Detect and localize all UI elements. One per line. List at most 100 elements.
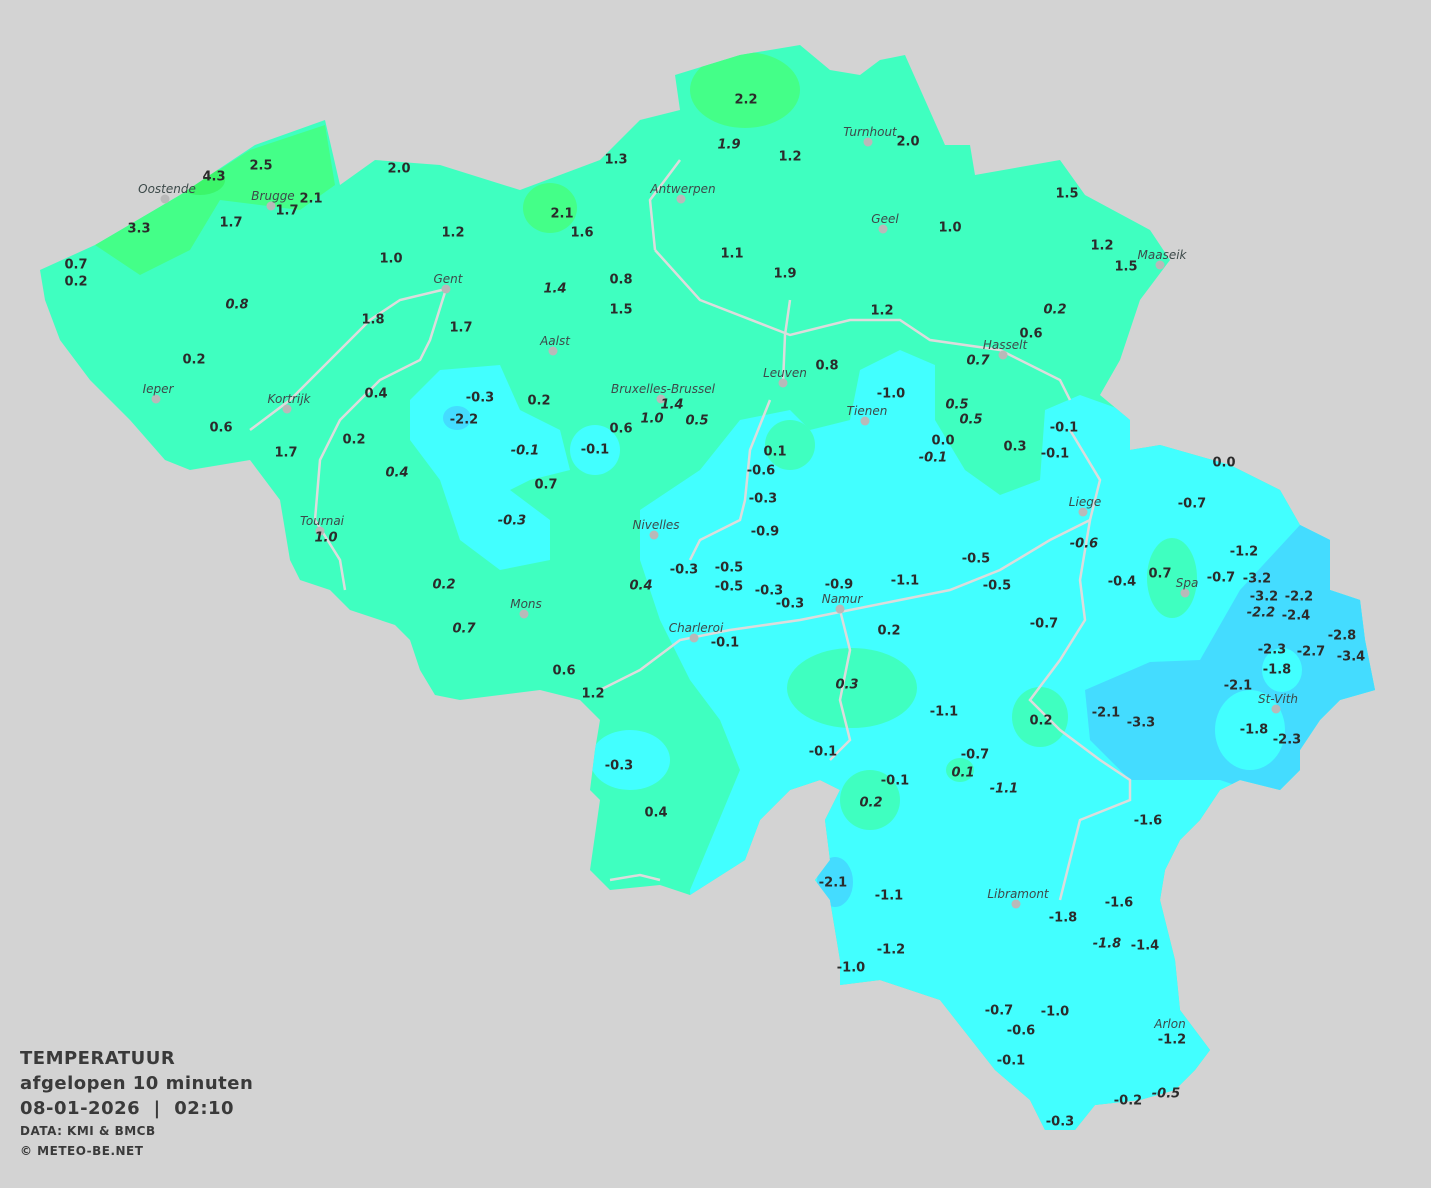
temperature-reading: 1.5 xyxy=(609,302,633,318)
city-label: Charleroi xyxy=(668,621,724,635)
city-marker xyxy=(160,194,170,204)
legend-datetime: 08-01-2026 | 02:10 xyxy=(20,1098,235,1119)
temperature-reading: 1.2 xyxy=(581,686,605,702)
temperature-reading: 0.1 xyxy=(951,765,975,781)
temperature-reading: -1.0 xyxy=(876,386,906,402)
temperature-reading: 0.0 xyxy=(931,433,955,449)
temperature-reading: -0.5 xyxy=(714,560,744,576)
temperature-reading: 0.2 xyxy=(527,393,551,409)
temperature-reading: 0.2 xyxy=(342,432,366,448)
temperature-reading: -0.3 xyxy=(775,596,805,612)
temperature-reading: 2.1 xyxy=(550,206,574,222)
zone-cold-stvith xyxy=(1215,690,1285,770)
temperature-reading: 1.2 xyxy=(441,225,465,241)
temperature-reading: -1.2 xyxy=(1157,1032,1187,1048)
temperature-reading: 0.6 xyxy=(552,663,576,679)
temperature-reading: -0.2 xyxy=(1113,1093,1143,1109)
temperature-reading: -2.3 xyxy=(1272,732,1302,748)
legend-source: DATA: KMI & BMCB xyxy=(20,1124,156,1138)
city-marker xyxy=(1078,507,1088,517)
city-label: Gent xyxy=(433,272,463,286)
temperature-reading: 1.4 xyxy=(543,281,567,297)
city-marker xyxy=(548,346,558,356)
zone-cold-stvith2 xyxy=(1262,648,1302,692)
temperature-reading: -0.1 xyxy=(1049,420,1079,436)
temperature-reading: 1.7 xyxy=(219,215,243,231)
temperature-reading: -0.5 xyxy=(714,579,744,595)
city-label: Tienen xyxy=(846,404,888,418)
city-label: Geel xyxy=(871,212,899,226)
temperature-reading: -1.2 xyxy=(876,942,906,958)
city-marker xyxy=(860,416,870,426)
temperature-reading: -0.3 xyxy=(754,583,784,599)
temperature-reading: 0.0 xyxy=(1212,455,1236,471)
temperature-reading: -0.3 xyxy=(497,513,527,529)
temperature-reading: 0.6 xyxy=(209,420,233,436)
city-marker xyxy=(441,284,451,294)
river-line xyxy=(781,299,792,384)
temperature-reading: 0.7 xyxy=(1148,566,1172,582)
city-marker xyxy=(1155,260,1165,270)
temperature-reading: 1.0 xyxy=(640,411,664,427)
temperature-reading: -2.1 xyxy=(1223,678,1253,694)
river-line xyxy=(654,249,1072,401)
temperature-reading: -0.1 xyxy=(510,443,540,459)
river-line xyxy=(609,873,661,882)
temperature-reading: -1.8 xyxy=(1048,910,1078,926)
temperature-reading: -0.7 xyxy=(960,747,990,763)
temperature-reading: -0.7 xyxy=(1029,616,1059,632)
temperature-reading: 1.3 xyxy=(604,152,628,168)
city-label: Namur xyxy=(821,592,863,606)
city-marker xyxy=(835,604,845,614)
temperature-reading: -0.3 xyxy=(669,562,699,578)
temperature-reading: -3.4 xyxy=(1336,649,1366,665)
zone-mild-spa xyxy=(1147,538,1197,618)
temperature-reading: -0.3 xyxy=(748,491,778,507)
temperature-reading: 1.5 xyxy=(1114,259,1138,275)
temperature-reading: -2.2 xyxy=(1246,605,1276,621)
temperature-reading: 0.4 xyxy=(644,805,668,821)
temperature-reading: -1.0 xyxy=(836,960,866,976)
city-marker xyxy=(266,201,276,211)
temperature-reading: 1.0 xyxy=(379,251,403,267)
temperature-reading: 1.9 xyxy=(773,266,797,282)
city-label: Libramont xyxy=(987,887,1049,901)
legend-copyright: © METEO-BE.NET xyxy=(20,1144,144,1158)
temperature-reading: 0.2 xyxy=(859,795,883,811)
temperature-reading: 1.7 xyxy=(275,203,299,219)
temperature-reading: 1.7 xyxy=(274,445,298,461)
temperature-reading: 0.7 xyxy=(966,353,990,369)
temperature-reading: 1.1 xyxy=(720,246,744,262)
city-marker xyxy=(689,633,699,643)
temperature-reading: -1.6 xyxy=(1104,895,1134,911)
temperature-reading: 1.8 xyxy=(361,312,385,328)
temperature-reading: 1.2 xyxy=(1090,238,1114,254)
temperature-reading: -2.7 xyxy=(1296,644,1326,660)
temperature-reading: -2.3 xyxy=(1257,642,1287,658)
temperature-reading: -1.1 xyxy=(929,704,959,720)
city-label: Liege xyxy=(1068,495,1102,509)
zone-colder-sw xyxy=(817,857,853,907)
temperature-reading: -0.1 xyxy=(580,442,610,458)
river-line xyxy=(688,399,772,561)
temperature-reading: -0.4 xyxy=(1107,574,1137,590)
temperature-reading: 3.3 xyxy=(127,221,151,237)
temperature-reading: -0.6 xyxy=(1006,1023,1036,1039)
zone-warm-antwerpen xyxy=(523,183,577,233)
city-label: Spa xyxy=(1175,576,1199,590)
zone-mild-east xyxy=(1012,687,1068,747)
temperature-reading: 1.6 xyxy=(570,225,594,241)
city-label: Tournai xyxy=(299,514,345,528)
city-label: St-Vith xyxy=(1257,692,1299,706)
legend: TEMPERATUUR afgelopen 10 minuten 08-01-2… xyxy=(20,1046,253,1161)
city-label: Aalst xyxy=(540,334,570,348)
temperature-reading: -0.1 xyxy=(1040,446,1070,462)
temperature-reading: 2.0 xyxy=(896,134,920,150)
temperature-reading: 0.6 xyxy=(609,421,633,437)
river-line xyxy=(313,288,448,591)
legend-title: TEMPERATUUR xyxy=(20,1048,176,1069)
temperature-reading: 2.5 xyxy=(249,158,273,174)
temperature-reading: -1.2 xyxy=(1229,544,1259,560)
